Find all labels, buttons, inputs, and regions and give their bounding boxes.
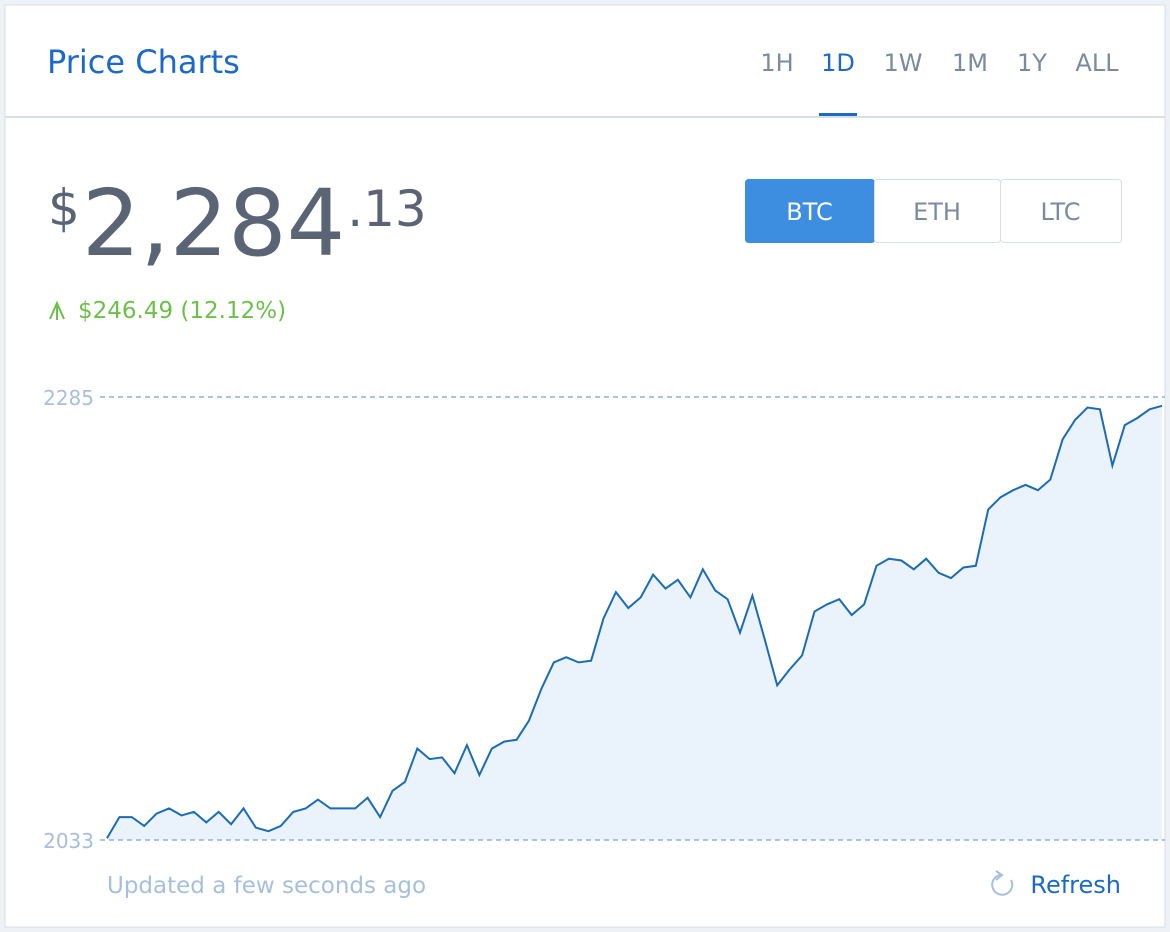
currency-tab[interactable] xyxy=(1000,179,1122,243)
currency-tab-label[interactable]: BTC xyxy=(786,198,832,226)
title: Price Charts xyxy=(47,43,240,81)
time-tab[interactable]: ALL xyxy=(1075,49,1119,77)
price-whole: 2,284 xyxy=(82,170,345,277)
price-line xyxy=(106,404,1163,839)
price: $2,284.13 xyxy=(48,170,427,277)
time-tab[interactable]: 1M xyxy=(952,49,988,77)
refresh-icon-arrow xyxy=(995,870,1004,881)
refresh-label[interactable]: Refresh xyxy=(1030,871,1121,899)
time-tab[interactable]: 1W xyxy=(884,49,923,77)
update-status: Updated a few seconds ago xyxy=(107,873,426,899)
refresh-icon xyxy=(991,874,1014,896)
time-tab[interactable]: 1D xyxy=(821,49,855,77)
y-tick-label: 2285 xyxy=(43,386,94,410)
active-tab-underline xyxy=(819,113,857,116)
price-area xyxy=(107,405,1162,840)
time-tab[interactable]: 1Y xyxy=(1017,49,1047,77)
time-tab[interactable]: 1H xyxy=(760,49,793,77)
currency-tab-label[interactable]: ETH xyxy=(913,198,961,226)
price-change: $246.49 (12.12%) xyxy=(78,298,286,324)
price-currency: $ xyxy=(48,179,80,237)
currency-tab-label[interactable]: LTC xyxy=(1040,198,1080,226)
up-arrow xyxy=(49,300,65,320)
price-cents: .13 xyxy=(347,180,427,238)
y-tick-label: 2033 xyxy=(43,829,94,853)
refresh-button[interactable]: Refresh xyxy=(991,870,1121,899)
